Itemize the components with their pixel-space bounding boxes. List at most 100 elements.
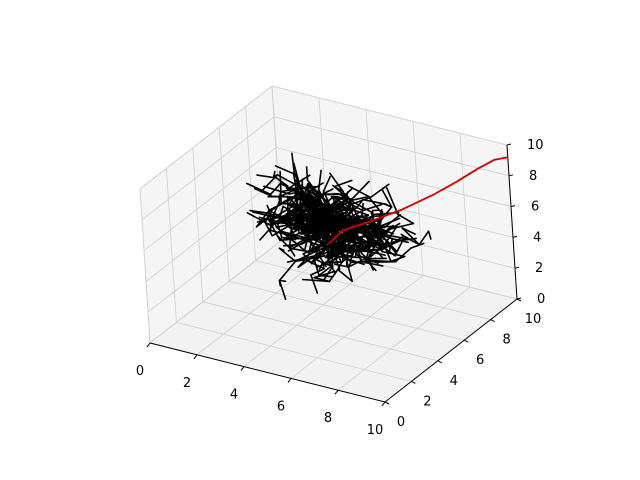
tree-edge: [300, 189, 313, 209]
tree-edge: [305, 192, 315, 203]
x-axis-line: [149, 342, 386, 403]
tree-edge: [290, 207, 297, 227]
grid-z-10: [139, 85, 508, 190]
tree-edge: [289, 204, 307, 208]
tree-edge: [381, 189, 393, 208]
tree-edge: [310, 274, 319, 294]
tree-edge: [317, 254, 327, 268]
x-tick: [381, 401, 386, 407]
tree-edge: [380, 250, 406, 258]
tree-edge: [322, 214, 327, 235]
tree-edge: [316, 199, 321, 209]
z-tick-label: 4: [533, 230, 541, 245]
tree-edge: [344, 246, 365, 253]
tree-edge: [279, 170, 282, 193]
tree-edge: [313, 243, 333, 249]
tree-edge: [275, 177, 289, 187]
z-tick: [506, 143, 512, 146]
tree-edge: [263, 185, 290, 195]
tree-edge: [252, 211, 271, 217]
tree-edge: [394, 247, 412, 263]
tree-edge: [318, 265, 332, 277]
tree-edge: [264, 221, 274, 237]
tree-edge: [270, 200, 285, 212]
tree-edges: [246, 152, 432, 301]
grid-y-4: [192, 147, 438, 362]
grid-y-6: [218, 127, 465, 341]
tree-edge: [367, 222, 379, 227]
tree-edge: [383, 225, 398, 246]
tree-edge: [326, 196, 334, 203]
tree-edge: [305, 166, 309, 181]
tree-edge: [394, 251, 399, 256]
tree-edge: [326, 212, 345, 220]
tree-edge: [367, 243, 393, 248]
tree-edge: [303, 224, 324, 239]
x-tick-label: 2: [183, 376, 191, 391]
z-tick: [508, 174, 514, 177]
tree-edge: [302, 225, 318, 235]
tree-edge: [333, 254, 365, 266]
tree-edge: [282, 237, 304, 241]
tree-edge: [292, 162, 302, 189]
tree-edge: [361, 202, 364, 216]
tree-edge: [253, 187, 274, 198]
tree-edge: [285, 212, 312, 223]
tree-edge: [331, 196, 336, 205]
highlight-path: [327, 156, 508, 245]
tree-edge: [334, 219, 359, 228]
tree-edge: [344, 193, 353, 203]
y-axis-line: [384, 298, 518, 403]
x-tick-label: 4: [230, 388, 238, 403]
y-tick-labels: 0 2 4 6 8 10: [397, 312, 541, 430]
tree-edge: [383, 214, 402, 229]
tree-edge: [296, 224, 302, 231]
tree-edge: [344, 224, 352, 241]
tree-edge: [367, 195, 384, 216]
tree-edge: [385, 225, 392, 235]
x-tick-labels: 0 2 4 6 8 10: [136, 364, 383, 438]
x-tick-label: 8: [324, 411, 332, 426]
tree-edge: [427, 230, 432, 240]
tree-edge: [371, 224, 379, 243]
tree-edge: [269, 182, 282, 196]
tree-edge: [269, 210, 301, 221]
tree-edge: [369, 214, 388, 218]
tree-edge: [278, 247, 285, 252]
tree-edge: [312, 200, 320, 203]
tree-edge: [365, 225, 369, 230]
tree-edge: [256, 174, 278, 179]
tree-edge: [306, 183, 316, 195]
tree-edge: [246, 182, 272, 196]
tree-edge: [286, 254, 320, 263]
y-tick-label: 10: [525, 312, 542, 327]
tree-edge: [371, 241, 393, 246]
tree-edge: [360, 231, 384, 234]
tree-edge: [311, 193, 318, 202]
tree-edge: [367, 240, 372, 252]
tree-edge: [401, 227, 416, 235]
tree-edge: [418, 230, 430, 246]
tree-edge: [354, 219, 368, 234]
tree-edge: [322, 175, 332, 192]
tree-edge: [333, 263, 350, 268]
tree-edge: [333, 179, 353, 188]
tree-edge: [321, 241, 329, 247]
tree-edge: [334, 187, 354, 205]
x-tick-label: 10: [367, 423, 384, 438]
tree-edge: [320, 210, 333, 224]
z-tick-label: 6: [531, 200, 539, 215]
tree-edge: [362, 198, 388, 206]
y-tick-label: 6: [476, 353, 484, 368]
tree-edge: [308, 199, 316, 214]
tree-edge: [340, 255, 361, 259]
tree-edge: [333, 239, 349, 250]
z-tick: [516, 297, 522, 300]
tick-marks: [146, 143, 522, 407]
y-tick-label: 0: [397, 415, 405, 430]
grid-y-2: [166, 168, 412, 382]
tree-edge: [278, 279, 287, 301]
tree-edge: [278, 247, 297, 263]
tree-edge: [301, 278, 331, 283]
y-tick: [411, 380, 416, 384]
